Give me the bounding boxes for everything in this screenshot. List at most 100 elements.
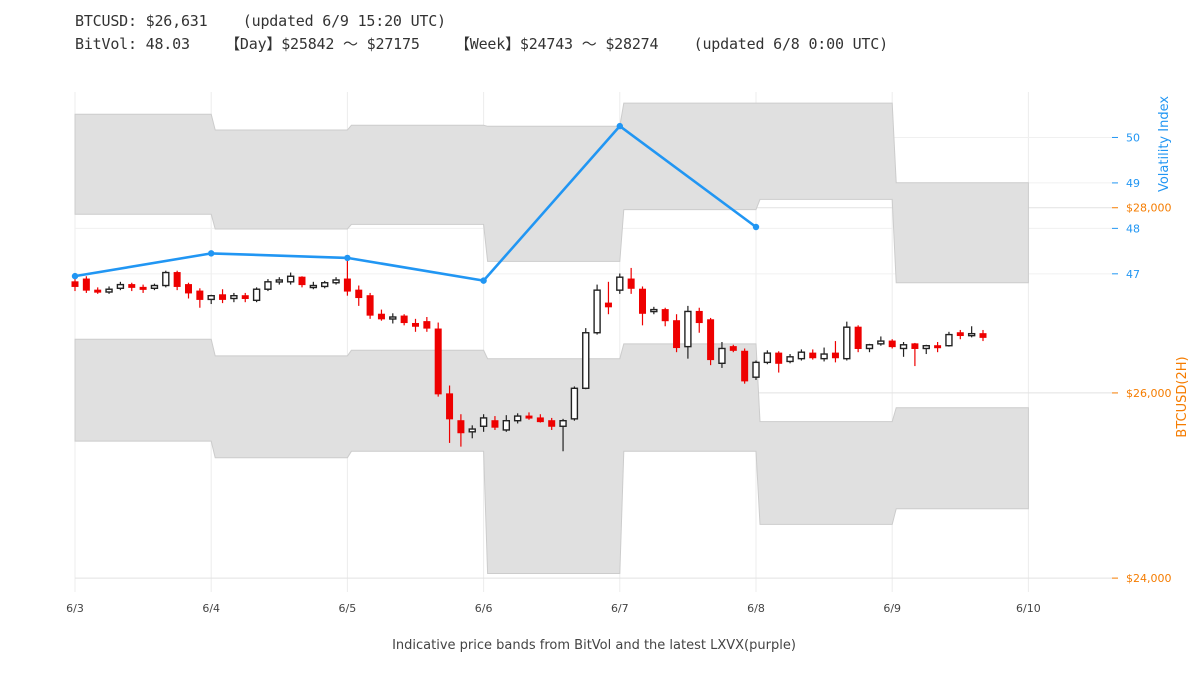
candle-body-up — [684, 310, 692, 348]
candle-body-up — [967, 332, 976, 337]
candle-body-down — [854, 326, 862, 349]
candle-body-up — [116, 283, 125, 289]
price-axis-title: BTCUSD(2H) — [1175, 356, 1190, 437]
x-tick-label: 6/4 — [202, 602, 220, 615]
candle-body-down — [423, 321, 431, 329]
candle-body-up — [786, 356, 794, 363]
vol-tick-label: 49 — [1126, 177, 1140, 190]
candle-body-down — [548, 420, 556, 427]
x-tick-label: 6/9 — [883, 602, 901, 615]
candle-body-up — [468, 428, 476, 433]
volatility-point — [616, 122, 623, 130]
candle-body-down — [525, 415, 533, 419]
vol-tick-label: 48 — [1126, 222, 1140, 235]
vol-axis-title: Volatility Index — [1157, 96, 1172, 192]
x-tick-label: 6/3 — [66, 602, 84, 615]
price-bands — [74, 102, 1029, 574]
candle-body-up — [820, 353, 828, 360]
price-tick-label: $26,000 — [1126, 387, 1172, 400]
volatility-point — [344, 254, 351, 262]
candle-body-down — [434, 328, 442, 395]
candle-body-up — [877, 340, 885, 345]
candle-body-down — [457, 420, 465, 434]
candle-body-down — [400, 315, 408, 324]
candle-body-up — [582, 332, 590, 389]
candle-body-up — [252, 288, 261, 302]
candlestick-series — [71, 258, 987, 452]
candle-body-up — [275, 279, 283, 283]
candle-body-down — [343, 278, 351, 292]
candle-body-up — [286, 275, 295, 283]
candle-body-up — [718, 347, 726, 364]
price-tick-label: $28,000 — [1126, 202, 1172, 215]
chart-caption: Indicative price bands from BitVol and t… — [392, 638, 796, 653]
candle-body-down — [831, 352, 839, 359]
candle-body-up — [479, 417, 488, 427]
candle-body-down — [741, 350, 749, 382]
candle-body-up — [207, 295, 215, 301]
x-tick-label: 6/7 — [611, 602, 629, 615]
candle-body-up — [570, 387, 579, 420]
candle-body-down — [139, 286, 147, 290]
vol-tick-label: 50 — [1126, 131, 1140, 144]
candle-body-up — [797, 351, 806, 360]
x-tick-label: 6/10 — [1016, 602, 1041, 615]
candle-body-down — [412, 322, 419, 327]
candle-body-up — [309, 284, 318, 289]
candle-body-down — [241, 295, 249, 299]
vol-tick-label: 47 — [1126, 268, 1140, 281]
candle-body-up — [865, 344, 874, 350]
candle-body-down — [604, 302, 612, 308]
candle-body-up — [763, 352, 772, 364]
candle-body-up — [105, 288, 113, 293]
candle-body-up — [150, 284, 159, 289]
candle-body-up — [559, 420, 567, 427]
candle-body-up — [389, 316, 397, 320]
candle-body-up — [616, 276, 624, 291]
x-tick-label: 6/8 — [747, 602, 765, 615]
candle-body-down — [219, 294, 227, 300]
axes: 6/3 6/4 6/5 6/6 6/7 6/8 6/9 6/10 $24,000 $26,000 $… — [66, 96, 1190, 615]
candle-body-down — [377, 313, 385, 320]
volatility-point — [752, 223, 760, 231]
candle-body-down — [128, 284, 136, 288]
lower-price-band — [74, 338, 1029, 574]
candle-body-down — [979, 333, 987, 338]
candle-body-up — [230, 295, 238, 300]
candle-body-down — [536, 417, 544, 423]
candle-body-down — [707, 319, 715, 361]
candle-body-down — [71, 281, 79, 287]
candle-body-down — [888, 340, 896, 348]
candle-body-down — [627, 278, 635, 289]
candle-body-up — [899, 344, 908, 350]
candle-body-up — [321, 282, 329, 288]
candle-body-down — [911, 343, 919, 349]
candle-body-down — [446, 393, 454, 420]
candle-body-down — [82, 278, 90, 291]
x-tick-label: 6/6 — [475, 602, 493, 615]
candle-body-down — [173, 272, 181, 287]
candle-body-down — [695, 310, 703, 324]
candle-body-down — [729, 346, 737, 351]
candle-body-down — [298, 276, 306, 286]
header-price-line: BTCUSD: $26,631 (updated 6/9 15:20 UTC) — [75, 12, 446, 30]
candle-body-down — [809, 352, 817, 359]
candle-body-down — [956, 332, 964, 337]
candle-body-up — [922, 345, 930, 350]
candle-body-up — [264, 281, 272, 290]
candle-body-down — [491, 420, 499, 428]
candle-body-up — [752, 361, 760, 378]
candle-body-down — [673, 320, 681, 349]
candle-body-up — [502, 420, 510, 431]
candle-body-down — [661, 309, 669, 322]
volatility-point — [480, 277, 487, 284]
header-bitvol-line: BitVol: 48.03 【Day】$25842 〜 $27175 【Week… — [75, 35, 888, 53]
upper-price-band — [74, 102, 1029, 284]
candle-body-up — [162, 271, 170, 287]
candle-body-up — [593, 289, 601, 334]
candle-body-down — [366, 295, 374, 316]
volatility-point — [71, 272, 79, 280]
volatility-line-series — [71, 122, 760, 284]
candle-body-down — [775, 352, 783, 364]
